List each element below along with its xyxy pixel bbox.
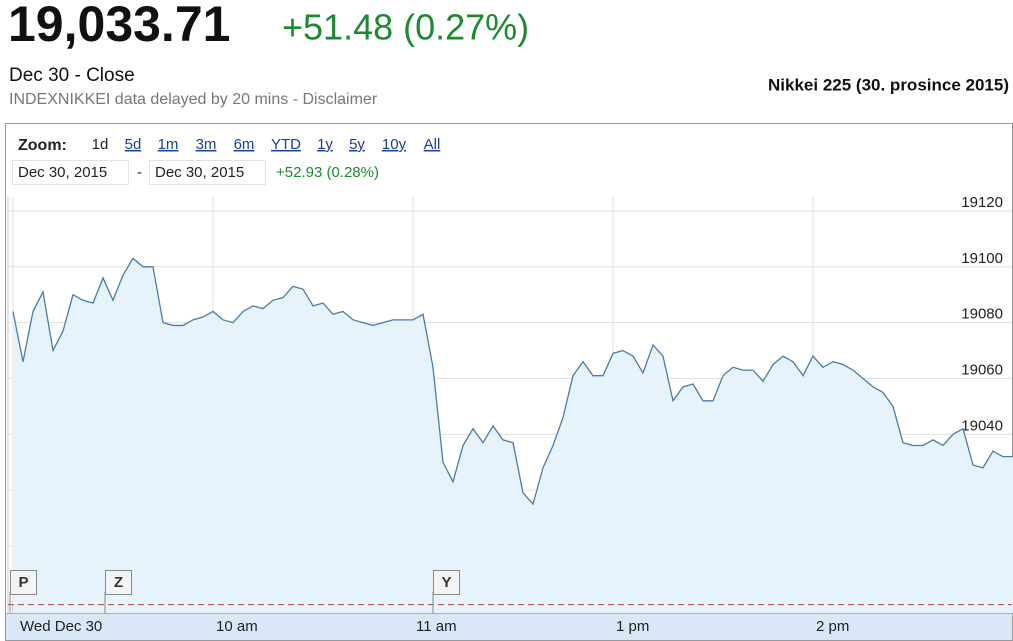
flag-box[interactable]: [105, 570, 132, 595]
y-tick-label: 19100: [961, 250, 1003, 267]
zoom-option[interactable]: 5d: [125, 136, 142, 153]
zoom-option[interactable]: 1m: [158, 136, 179, 153]
zoom-option[interactable]: 6m: [234, 136, 255, 153]
zoom-option[interactable]: 1y: [317, 136, 333, 153]
x-tick-label: 10 am: [216, 618, 258, 635]
flag-label[interactable]: Y: [441, 574, 451, 591]
y-tick-label: 19080: [961, 306, 1003, 323]
area: [13, 258, 1013, 613]
zoom-option[interactable]: 10y: [382, 136, 407, 153]
x-axis-band: [6, 613, 1012, 640]
zoom-label: Zoom:: [18, 137, 67, 154]
flag-label[interactable]: Z: [114, 574, 123, 591]
caption: Nikkei 225 (30. prosince 2015): [768, 75, 1009, 94]
range-from[interactable]: Dec 30, 2015: [18, 164, 107, 181]
flag-label[interactable]: P: [18, 574, 28, 591]
x-tick-label: 11 am: [416, 618, 457, 635]
flag-box[interactable]: [10, 570, 37, 595]
source: INDEXNIKKEI data delayed by 20 mins - Di…: [9, 91, 378, 108]
range-change: +52.93 (0.28%): [276, 164, 379, 181]
range-separator: -: [137, 164, 142, 181]
x-tick-label: 2 pm: [816, 618, 849, 635]
zoom-option[interactable]: YTD: [271, 136, 301, 153]
status: Dec 30 - Close: [9, 65, 135, 86]
zoom-option[interactable]: 1d: [92, 136, 109, 153]
zoom-option[interactable]: 5y: [349, 136, 365, 153]
flag-box[interactable]: [433, 570, 460, 595]
x-tick-label: Wed Dec 30: [20, 618, 102, 635]
y-tick-label: 19040: [961, 417, 1003, 434]
price-change: +51.48 (0.27%): [282, 7, 529, 48]
price: 19,033.71: [8, 0, 230, 52]
y-tick-label: 19060: [961, 361, 1003, 378]
x-tick-label: 1 pm: [616, 618, 649, 635]
y-tick-label: 19120: [961, 194, 1003, 211]
range-to-box[interactable]: [149, 160, 266, 185]
range-from-box[interactable]: [12, 160, 129, 185]
zoom-option[interactable]: 3m: [196, 136, 217, 153]
range-to[interactable]: Dec 30, 2015: [155, 164, 244, 181]
zoom-option[interactable]: All: [424, 136, 441, 153]
line: [12, 257, 1013, 506]
